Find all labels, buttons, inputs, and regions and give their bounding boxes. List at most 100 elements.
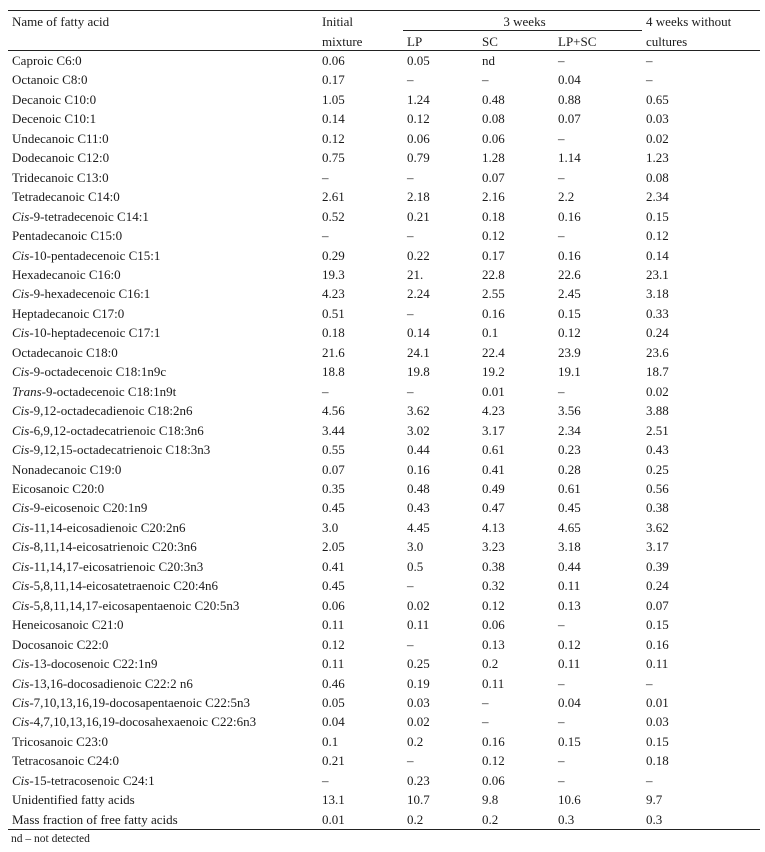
table-row: Cis-9,12-octadecadienoic C18:2n6 4.56 3.62… [8, 401, 760, 420]
table-row: Cis-6,9,12-octadecatrienoic C18:3n6 3.44 3… [8, 421, 760, 440]
value-four-weeks: 0.16 [646, 636, 669, 652]
value-lp: 0.2 [403, 809, 478, 831]
fatty-acid-name: Cis-11,14,17-eicosatrienoic C20:3n3 [8, 557, 318, 576]
value-four-weeks: 0.02 [646, 383, 669, 399]
value-lpsc: 23.9 [558, 344, 581, 360]
fatty-acid-name: Eicosanoic C20:0 [8, 479, 318, 498]
value-sc: 4.23 [482, 403, 505, 419]
value-sc: 0.08 [482, 111, 505, 127]
value-lp: 3.62 [407, 403, 430, 419]
value-lp: 1.24 [407, 91, 430, 107]
name-text: Unidentified fatty acids [12, 792, 135, 808]
value-four-weeks: 3.17 [646, 539, 669, 555]
name-text: -10-pentadecenoic C15:1 [29, 247, 161, 263]
table-row: Nonadecanoic C19:0 0.07 0.16 0.41 0.28 0.25 [8, 460, 760, 479]
fatty-acid-name: Cis-13-docosenoic C22:1n9 [8, 654, 318, 673]
value-sc: 0.12 [482, 753, 505, 769]
value-sc: 0.49 [482, 480, 505, 496]
name-text: Heneicosanoic C21:0 [12, 617, 124, 633]
table-row: Tridecanoic C13:0 – – 0.07 – 0.08 [8, 168, 760, 187]
table-row: Pentadecanoic C15:0 – – 0.12 – 0.12 [8, 226, 760, 245]
value-sc: 0.48 [482, 91, 505, 107]
value-lpsc: 2.34 [558, 422, 581, 438]
value-initial: 3.0 [322, 519, 339, 535]
isomer-prefix: Cis [12, 694, 30, 710]
value-initial: 0.11 [322, 617, 345, 633]
value-initial: 0.46 [322, 675, 345, 691]
value-initial: 0.04 [322, 714, 345, 730]
fatty-acid-name: Cis-11,14-eicosadienoic C20:2n6 [8, 518, 318, 537]
table-row: Eicosanoic C20:0 0.35 0.48 0.49 0.61 0.56 [8, 479, 760, 498]
fatty-acid-name: Dodecanoic C12:0 [8, 148, 318, 167]
value-four-weeks: 0.11 [646, 656, 669, 672]
value-four-weeks: 2.51 [646, 422, 669, 438]
value-lpsc: 0.44 [558, 558, 581, 574]
table-row: Cis-5,8,11,14-eicosatetraenoic C20:4n6 0.… [8, 576, 760, 595]
value-sc: – [482, 72, 489, 88]
isomer-prefix: Cis [12, 714, 30, 730]
fatty-acid-name: Hexadecanoic C16:0 [8, 265, 318, 284]
value-initial: 0.07 [322, 461, 345, 477]
value-four-weeks: 9.7 [646, 792, 663, 808]
value-lp: 4.45 [407, 519, 430, 535]
header-sc: SC [478, 30, 554, 51]
value-four-weeks: 3.62 [646, 519, 669, 535]
value-sc: 4.13 [482, 519, 505, 535]
table-row: Octanoic C8:0 0.17 – – 0.04 – [8, 70, 760, 89]
table-row: Tricosanoic C23:0 0.1 0.2 0.16 0.15 0.15 [8, 732, 760, 751]
value-sc: nd [482, 53, 495, 68]
value-four-weeks: 0.39 [646, 558, 669, 574]
value-lp: 3.0 [407, 539, 424, 555]
value-four-weeks: 2.34 [646, 189, 669, 205]
value-sc: 0.17 [482, 247, 505, 263]
name-text: -8,11,14-eicosatrienoic C20:3n6 [29, 539, 197, 555]
value-four-weeks: 0.18 [646, 753, 669, 769]
table-row: Undecanoic C11:0 0.12 0.06 0.06 – 0.02 [8, 129, 760, 148]
table-row: Cis-13,16-docosadienoic C22:2 n6 0.46 0.19… [8, 674, 760, 693]
fatty-acid-name: Cis-5,8,11,14-eicosatetraenoic C20:4n6 [8, 576, 318, 595]
value-initial: 0.12 [322, 130, 345, 146]
value-lp: 0.05 [407, 53, 430, 68]
footnote: nd – not detected [11, 833, 90, 845]
value-sc: 0.16 [482, 305, 505, 321]
value-lpsc: 0.12 [558, 325, 581, 341]
value-lpsc: – [558, 753, 565, 769]
value-sc: – [482, 694, 489, 710]
value-initial: 2.05 [322, 539, 345, 555]
value-initial: – [322, 169, 329, 185]
value-lp: 0.44 [407, 442, 430, 458]
table-row: Cis-9-octadecenoic C18:1n9c 18.8 19.8 19.2 1… [8, 362, 760, 381]
isomer-prefix: Cis [12, 772, 30, 788]
value-lp: 3.02 [407, 422, 430, 438]
name-text: -5,8,11,14,17-eicosapentaenoic C20:5n3 [29, 597, 240, 613]
value-lpsc: 0.88 [558, 91, 581, 107]
value-sc: 2.16 [482, 189, 505, 205]
value-four-weeks: 0.08 [646, 169, 669, 185]
name-text: -9,12,15-octadecatrienoic C18:3n3 [29, 442, 211, 458]
value-lp: 0.79 [407, 150, 430, 166]
value-lpsc: 0.04 [558, 694, 581, 710]
value-sc: 0.61 [482, 442, 505, 458]
value-four-weeks: 0.15 [646, 617, 669, 633]
fatty-acid-name: Octanoic C8:0 [8, 70, 318, 89]
table-row: Docosanoic C22:0 0.12 – 0.13 0.12 0.16 [8, 635, 760, 654]
value-sc: 22.8 [482, 266, 505, 282]
fatty-acid-name: Cis-10-pentadecenoic C15:1 [8, 246, 318, 265]
value-sc: 0.2 [482, 656, 499, 672]
fatty-acid-name: Unidentified fatty acids [8, 790, 318, 809]
header-4-weeks-1: 4 weeks without [642, 10, 761, 31]
value-lp: 0.48 [407, 480, 430, 496]
table-row: Tetradecanoic C14:0 2.61 2.18 2.16 2.2 2.34 [8, 187, 760, 206]
value-lp: 0.22 [407, 247, 430, 263]
name-text: -13-docosenoic C22:1n9 [29, 656, 158, 672]
header-initial-2: mixture [318, 30, 403, 51]
value-lpsc: 0.15 [558, 305, 581, 321]
value-sc: 19.2 [482, 364, 505, 380]
table-row: Cis-10-pentadecenoic C15:1 0.29 0.22 0.17 0.… [8, 246, 760, 265]
name-text: Nonadecanoic C19:0 [12, 461, 122, 477]
fatty-acid-name: Cis-13,16-docosadienoic C22:2 n6 [8, 674, 318, 693]
isomer-prefix: Cis [12, 286, 30, 302]
value-lpsc: 0.11 [558, 578, 581, 594]
table-row: Decanoic C10:0 1.05 1.24 0.48 0.88 0.65 [8, 90, 760, 109]
value-four-weeks: 0.25 [646, 461, 669, 477]
